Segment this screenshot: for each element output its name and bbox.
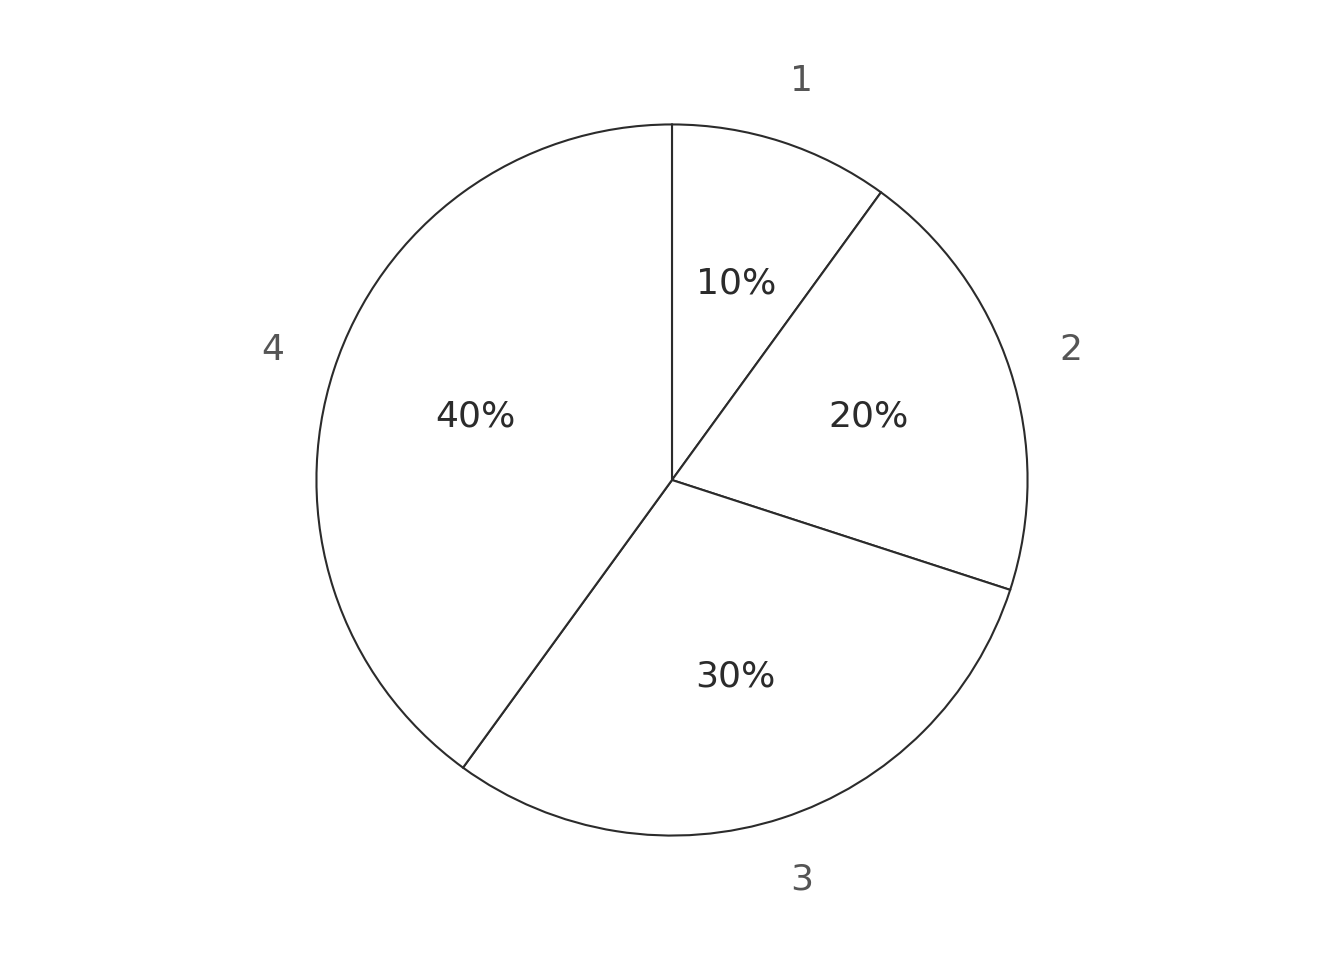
Wedge shape <box>672 192 1028 589</box>
Wedge shape <box>672 125 880 480</box>
Wedge shape <box>316 125 672 768</box>
Text: 1: 1 <box>790 64 813 98</box>
Text: 40%: 40% <box>435 399 516 433</box>
Text: 4: 4 <box>262 333 285 368</box>
Text: 20%: 20% <box>828 399 909 433</box>
Text: 30%: 30% <box>696 660 775 693</box>
Text: 3: 3 <box>790 862 813 896</box>
Text: 10%: 10% <box>696 267 775 300</box>
Wedge shape <box>464 480 1011 835</box>
Text: 2: 2 <box>1059 333 1082 368</box>
